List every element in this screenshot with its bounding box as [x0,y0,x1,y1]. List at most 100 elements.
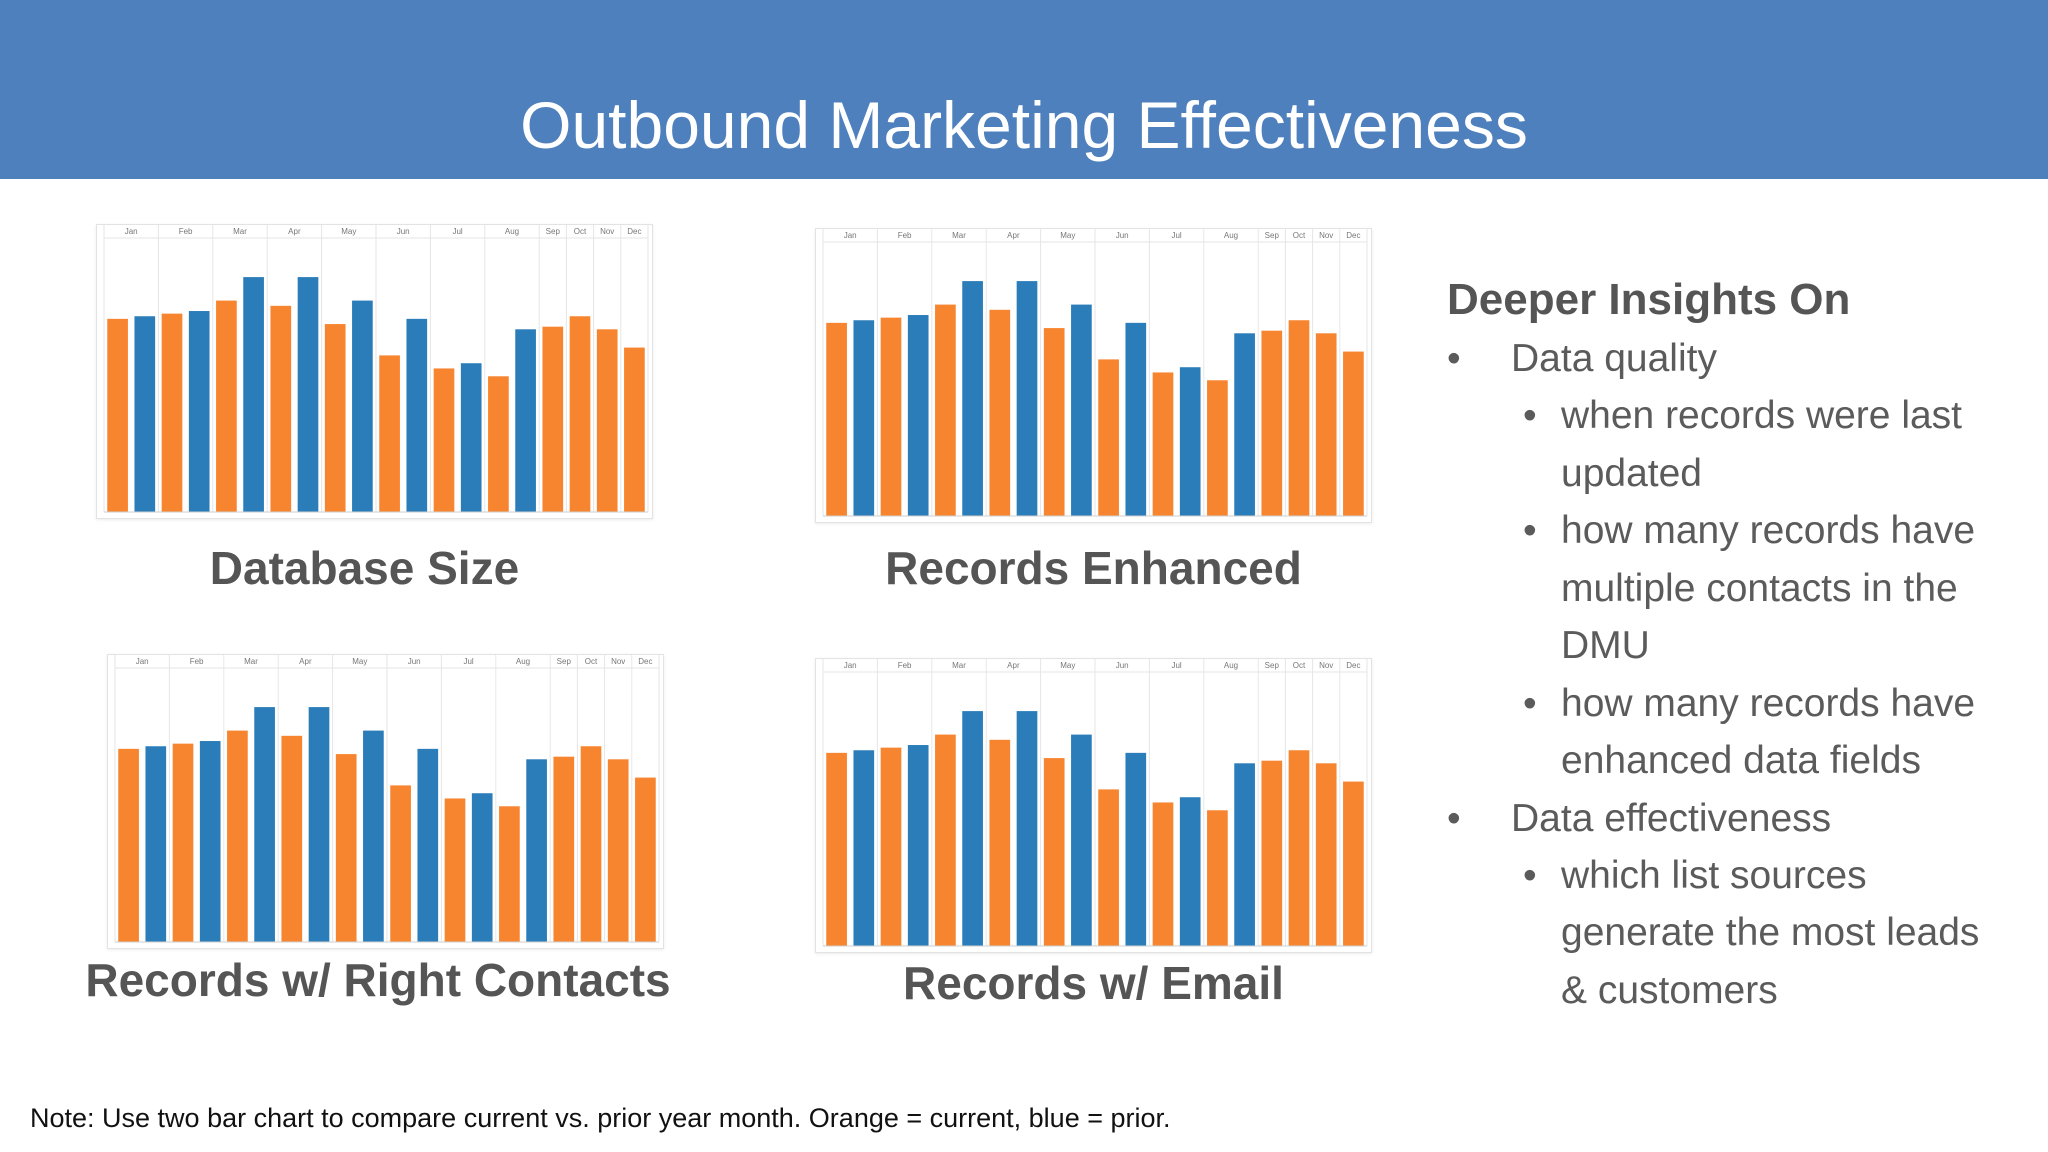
bar-prior [352,300,373,512]
bar-current [270,305,292,512]
month-label: Nov [600,227,614,236]
month-label: May [1060,231,1075,240]
month-label: Jan [136,657,149,666]
bar-current [880,747,902,946]
bullet: • [1447,796,1461,840]
bar-prior [297,277,319,512]
bar-current [1343,781,1364,946]
insight-item-line: DMU [1561,624,1650,667]
insight-item-line: which list sources [1561,853,1867,897]
bar-current [635,777,656,942]
month-label: Feb [898,661,912,670]
bar-prior [1179,797,1201,946]
bar-prior [199,741,221,942]
slide-title: Outbound Marketing Effectiveness [520,88,1528,162]
month-label: Jul [1171,661,1181,670]
month-label: Jan [844,231,857,240]
month-label: Apr [1007,231,1020,240]
month-label: Mar [233,227,247,236]
bar-current [1315,333,1337,516]
month-label: Jun [1116,661,1129,670]
insight-item-line: & customers [1561,968,1778,1012]
bar-prior [188,311,210,512]
bar-current [107,318,128,512]
bar-current [1098,359,1119,516]
chart-caption-records-email: Records w/ Email [903,957,1284,1009]
month-label: Jun [1116,231,1129,240]
month-label: Sep [546,227,561,236]
bar-prior [134,316,156,512]
bar-current [444,798,466,942]
bar-prior [1016,711,1038,946]
bar-prior [1125,322,1147,516]
bullet: • [1523,509,1537,552]
bar-current [935,304,956,516]
bar-current [216,300,237,512]
bar-current [1261,330,1283,516]
bar-prior [1234,763,1255,946]
bar-prior [853,320,875,516]
bar-prior [1016,281,1038,516]
bar-current [1288,750,1310,946]
bar-chart-svg: Jan Feb Mar Apr May Jun Jul Aug Sep Oct Nov Dec [103,225,649,513]
bar-current [1288,320,1310,516]
month-label: Aug [505,227,519,236]
month-label: Nov [1319,231,1333,240]
bar-prior [1071,304,1092,516]
insights-panel: Deeper Insights On • Data quality • when re… [1447,270,2017,1019]
bar-current [1315,763,1337,946]
bar-current [880,317,902,516]
bar-prior [515,329,536,512]
insight-item-line: how many records have [1561,509,1976,552]
month-label: Feb [190,657,204,666]
slide-header: Outbound Marketing Effectiveness [0,0,2048,179]
month-label: Jul [1171,231,1181,240]
bar-current [1043,758,1065,946]
bar-current [580,746,602,942]
bar-prior [526,759,547,942]
month-label: Nov [1319,661,1333,670]
insight-item-line: generate the most leads [1561,911,1980,954]
bar-current [324,324,346,512]
chart-records-enhanced: Jan Feb Mar Apr May Jun Jul Aug Sep Oct Nov Dec [815,228,1372,523]
bar-current [1207,810,1228,946]
insight-section-label: Data quality [1511,337,1717,380]
month-label: Sep [557,657,572,666]
insight-section: • Data quality [1447,330,2017,387]
bar-current [335,754,357,942]
chart-caption-records-right-contacts: Records w/ Right Contacts [85,954,671,1006]
bar-prior [145,746,167,942]
insight-item: • which list sources generate the most lea… [1447,847,2017,1020]
bar-current [1043,328,1065,516]
bar-prior [471,793,493,942]
month-label: Mar [952,661,966,670]
month-label: Jan [844,661,857,670]
bar-current [596,329,618,512]
month-label: Dec [627,227,641,236]
month-label: May [341,227,356,236]
bar-current [989,739,1011,946]
month-label: May [352,657,367,666]
month-label: Aug [1224,661,1238,670]
chart-database-size: Jan Feb Mar Apr May Jun Jul Aug Sep Oct Nov Dec [96,224,653,519]
month-label: Feb [179,227,193,236]
bar-current [607,759,629,942]
month-label: Mar [952,231,966,240]
month-label: Sep [1265,661,1280,670]
bar-current [499,806,520,942]
insight-item-line: updated [1561,451,1702,495]
chart-caption-database-size: Database Size [209,542,520,594]
month-label: Apr [299,657,312,666]
month-label: Jan [125,227,138,236]
insight-item-line: multiple contacts in the [1561,566,1958,610]
bar-prior [1234,333,1255,516]
month-label: Dec [1346,661,1360,670]
month-label: Jun [408,657,421,666]
bar-current [118,748,139,942]
bar-prior [308,707,330,942]
bar-current [1343,351,1364,516]
bar-prior [417,748,439,942]
bar-prior [907,315,929,516]
bar-prior [1071,734,1092,946]
bar-current [542,326,564,512]
